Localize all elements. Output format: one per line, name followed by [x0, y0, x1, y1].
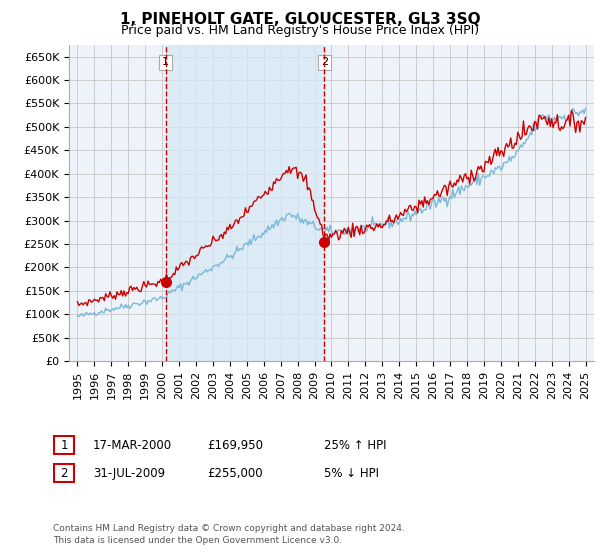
Text: Contains HM Land Registry data © Crown copyright and database right 2024.
This d: Contains HM Land Registry data © Crown c… [53, 524, 404, 545]
Legend: 1, PINEHOLT GATE, GLOUCESTER, GL3 3SQ (detached house), HPI: Average price, deta: 1, PINEHOLT GATE, GLOUCESTER, GL3 3SQ (d… [53, 376, 432, 417]
Text: Price paid vs. HM Land Registry's House Price Index (HPI): Price paid vs. HM Land Registry's House … [121, 24, 479, 36]
Text: 1: 1 [162, 58, 169, 67]
FancyBboxPatch shape [54, 436, 74, 454]
Text: 2: 2 [321, 58, 328, 67]
Text: 25% ↑ HPI: 25% ↑ HPI [324, 438, 386, 452]
Text: £169,950: £169,950 [207, 438, 263, 452]
Text: 1, PINEHOLT GATE, GLOUCESTER, GL3 3SQ: 1, PINEHOLT GATE, GLOUCESTER, GL3 3SQ [119, 12, 481, 27]
Text: 17-MAR-2000: 17-MAR-2000 [93, 438, 172, 452]
Text: 2: 2 [61, 466, 68, 480]
Text: 31-JUL-2009: 31-JUL-2009 [93, 466, 165, 480]
Bar [166, 45, 325, 361]
Text: 5% ↓ HPI: 5% ↓ HPI [324, 466, 379, 480]
FancyBboxPatch shape [54, 464, 74, 482]
Text: £255,000: £255,000 [207, 466, 263, 480]
Text: 1: 1 [61, 438, 68, 452]
